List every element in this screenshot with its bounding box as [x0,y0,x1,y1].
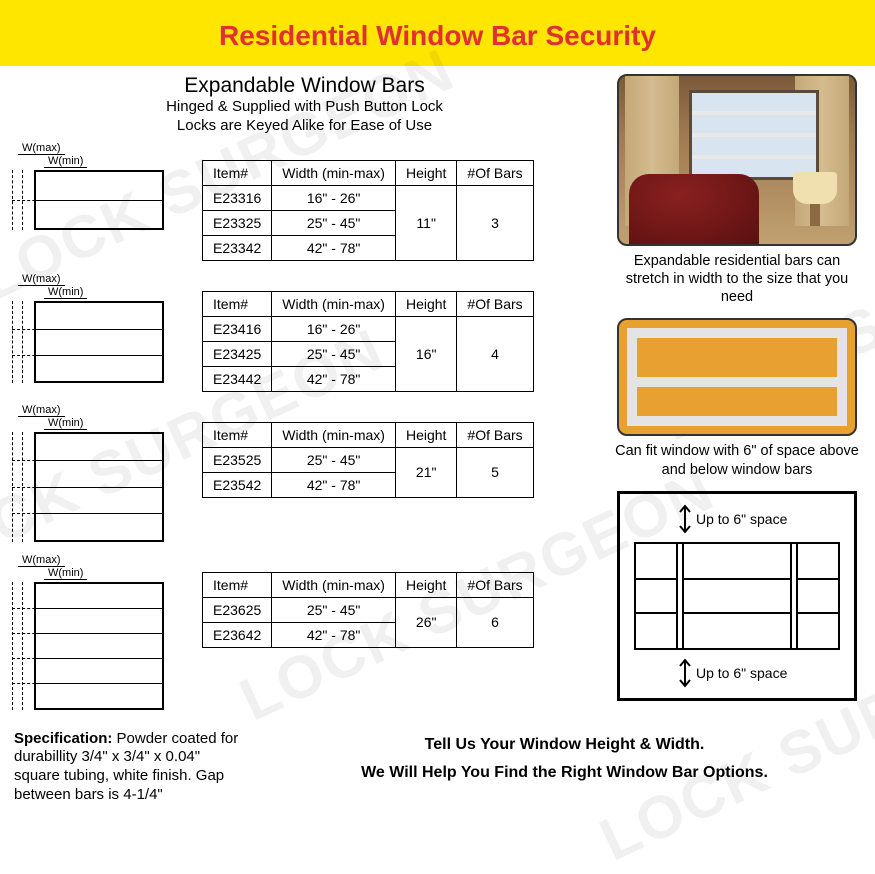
col-item: Item# [203,291,272,316]
table-row: E23525 25" - 45" 21" 5 [203,447,534,472]
dia-label-wmax: W(max) [18,404,65,417]
cell-height: 26" [395,597,456,647]
table-row: E23416 16" - 26" 16" 4 [203,316,534,341]
col-bars: #Of Bars [457,160,533,185]
spec-table: Item# Width (min-max) Height #Of Bars E2… [202,160,534,261]
cell-width: 25" - 45" [272,210,396,235]
table-header-row: Item# Width (min-max) Height #Of Bars [203,422,534,447]
cta-line: Tell Us Your Window Height & Width. [268,736,861,754]
spacing-label-top: Up to 6" space [696,511,787,527]
product-row: W(max) W(min) Item# Width (min-max) Heig… [12,273,597,392]
specification-text: Specification: Powder coated for durabil… [14,730,244,805]
col-height: Height [395,291,456,316]
window-bar-diagram: W(max) W(min) [12,273,202,383]
dia-label-wmin: W(min) [44,567,87,580]
cell-item: E23425 [203,341,272,366]
table-row: E23625 25" - 45" 26" 6 [203,597,534,622]
cell-width: 42" - 78" [272,366,396,391]
col-height: Height [395,160,456,185]
col-width: Width (min-max) [272,160,396,185]
col-width: Width (min-max) [272,422,396,447]
subhead-title: Expandable Window Bars [12,74,597,98]
subheading: Expandable Window Bars Hinged & Supplied… [12,74,597,136]
cell-item: E23525 [203,447,272,472]
dia-label-wmin: W(min) [44,286,87,299]
subhead-line: Locks are Keyed Alike for Ease of Use [12,117,597,136]
cell-item: E23416 [203,316,272,341]
cell-item: E23442 [203,366,272,391]
spacing-diagram: Up to 6" space Up to 6" space [617,491,857,701]
call-to-action: Tell Us Your Window Height & Width. We W… [268,730,861,805]
table-header-row: Item# Width (min-max) Height #Of Bars [203,291,534,316]
cell-height: 16" [395,316,456,391]
cell-bars: 6 [457,597,533,647]
col-width: Width (min-max) [272,572,396,597]
window-bar-diagram: W(max) W(min) [12,554,202,710]
cell-item: E23342 [203,235,272,260]
col-height: Height [395,422,456,447]
product-row: W(max) W(min) Item# Width (min-max) Heig… [12,404,597,542]
dia-label-wmin: W(min) [44,155,87,168]
cell-width: 42" - 78" [272,472,396,497]
cell-width: 25" - 45" [272,597,396,622]
col-bars: #Of Bars [457,572,533,597]
cell-width: 16" - 26" [272,185,396,210]
subhead-line: Hinged & Supplied with Push Button Lock [12,98,597,117]
page-title: Residential Window Bar Security [0,20,875,52]
title-banner: Residential Window Bar Security [0,0,875,66]
col-item: Item# [203,422,272,447]
col-width: Width (min-max) [272,291,396,316]
col-bars: #Of Bars [457,422,533,447]
col-height: Height [395,572,456,597]
cell-item: E23325 [203,210,272,235]
product-row: W(max) W(min) Item# Width (min-max) Heig… [12,554,597,710]
cell-item: E23625 [203,597,272,622]
cell-bars: 3 [457,185,533,260]
cell-height: 11" [395,185,456,260]
spec-table: Item# Width (min-max) Height #Of Bars E2… [202,422,534,498]
table-header-row: Item# Width (min-max) Height #Of Bars [203,160,534,185]
cell-item: E23316 [203,185,272,210]
dia-label-wmin: W(min) [44,417,87,430]
dia-label-wmax: W(max) [18,142,65,155]
table-row: E23316 16" - 26" 11" 3 [203,185,534,210]
cell-item: E23542 [203,472,272,497]
cell-width: 42" - 78" [272,235,396,260]
table-header-row: Item# Width (min-max) Height #Of Bars [203,572,534,597]
dia-label-wmax: W(max) [18,273,65,286]
cell-width: 25" - 45" [272,341,396,366]
cell-width: 42" - 78" [272,622,396,647]
col-item: Item# [203,572,272,597]
dia-label-wmax: W(max) [18,554,65,567]
cell-height: 21" [395,447,456,497]
spec-table: Item# Width (min-max) Height #Of Bars E2… [202,291,534,392]
photo-caption-2: Can fit window with 6" of space above an… [611,442,863,478]
spec-table: Item# Width (min-max) Height #Of Bars E2… [202,572,534,648]
window-bar-diagram: W(max) W(min) [12,404,202,542]
spec-label: Specification: [14,730,112,747]
product-row: W(max) W(min) Item# Width (min-max) Heig… [12,142,597,261]
window-bar-diagram: W(max) W(min) [12,142,202,230]
product-photo-room [617,74,857,246]
cell-bars: 4 [457,316,533,391]
cta-line: We Will Help You Find the Right Window B… [268,764,861,782]
photo-caption-1: Expandable residential bars can stretch … [611,252,863,306]
col-item: Item# [203,160,272,185]
cell-width: 16" - 26" [272,316,396,341]
product-photo-closeup [617,318,857,436]
spacing-label-bottom: Up to 6" space [696,665,787,681]
cell-item: E23642 [203,622,272,647]
cell-bars: 5 [457,447,533,497]
cell-width: 25" - 45" [272,447,396,472]
col-bars: #Of Bars [457,291,533,316]
